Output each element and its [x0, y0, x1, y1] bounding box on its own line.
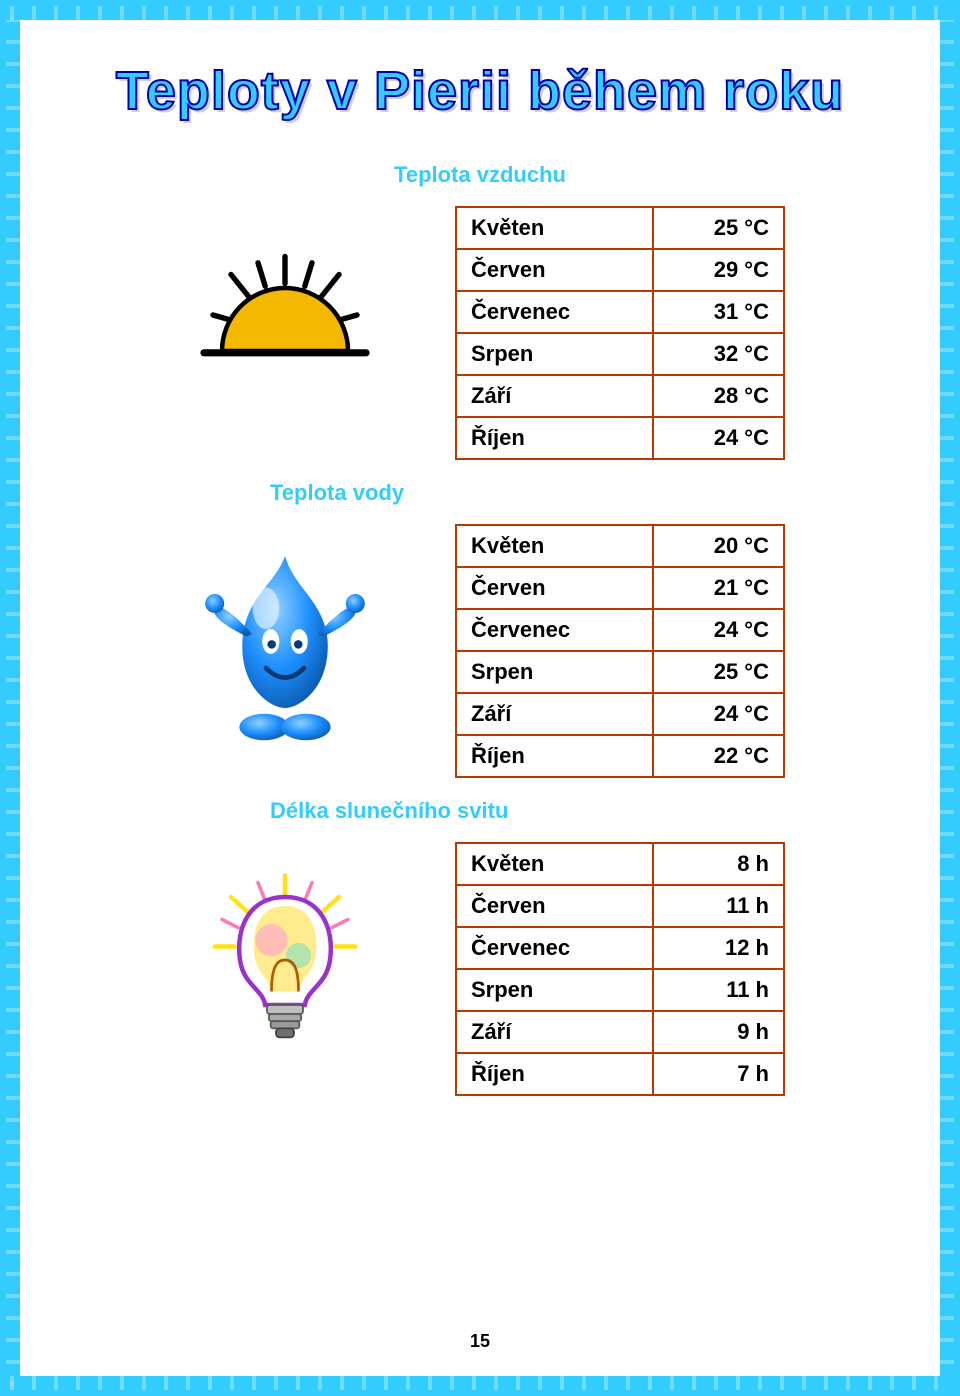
value-cell: 25 °C — [653, 207, 784, 249]
sun-section-title: Délka slunečního svitu — [270, 798, 890, 824]
month-cell: Září — [456, 375, 653, 417]
value-cell: 9 h — [653, 1011, 784, 1053]
month-cell: Květen — [456, 525, 653, 567]
water-table: Květen20 °C Červen21 °C Červenec24 °C Sr… — [455, 524, 785, 778]
month-cell: Červenec — [456, 291, 653, 333]
air-row: Květen25 °C Červen29 °C Červenec31 °C Sr… — [70, 206, 890, 460]
value-cell: 20 °C — [653, 525, 784, 567]
lightbulb-icon — [175, 864, 395, 1074]
air-table: Květen25 °C Červen29 °C Červenec31 °C Sr… — [455, 206, 785, 460]
table-row: Říjen7 h — [456, 1053, 784, 1095]
month-cell: Květen — [456, 843, 653, 885]
value-cell: 25 °C — [653, 651, 784, 693]
value-cell: 31 °C — [653, 291, 784, 333]
value-cell: 12 h — [653, 927, 784, 969]
water-section-title: Teplota vody — [270, 480, 890, 506]
air-section-title: Teplota vzduchu — [70, 162, 890, 188]
table-row: Květen25 °C — [456, 207, 784, 249]
page-title: Teploty v Pierii během roku — [70, 60, 890, 122]
value-cell: 24 °C — [653, 417, 784, 459]
table-row: Srpen25 °C — [456, 651, 784, 693]
month-cell: Září — [456, 693, 653, 735]
value-cell: 11 h — [653, 885, 784, 927]
page-number: 15 — [20, 1331, 940, 1352]
month-cell: Květen — [456, 207, 653, 249]
table-row: Září24 °C — [456, 693, 784, 735]
month-cell: Červen — [456, 885, 653, 927]
value-cell: 8 h — [653, 843, 784, 885]
page-content: Teploty v Pierii během roku Teplota vzdu… — [20, 20, 940, 1376]
value-cell: 11 h — [653, 969, 784, 1011]
table-row: Červenec31 °C — [456, 291, 784, 333]
table-row: Květen8 h — [456, 843, 784, 885]
water-row: Květen20 °C Červen21 °C Červenec24 °C Sr… — [70, 524, 890, 778]
value-cell: 7 h — [653, 1053, 784, 1095]
table-row: Srpen32 °C — [456, 333, 784, 375]
sun-icon — [175, 228, 395, 438]
month-cell: Červen — [456, 567, 653, 609]
month-cell: Červenec — [456, 927, 653, 969]
month-cell: Srpen — [456, 651, 653, 693]
value-cell: 29 °C — [653, 249, 784, 291]
value-cell: 28 °C — [653, 375, 784, 417]
table-row: Červen21 °C — [456, 567, 784, 609]
value-cell: 24 °C — [653, 609, 784, 651]
water-character-icon — [175, 546, 395, 756]
table-row: Říjen22 °C — [456, 735, 784, 777]
table-row: Říjen24 °C — [456, 417, 784, 459]
table-row: Červenec12 h — [456, 927, 784, 969]
value-cell: 32 °C — [653, 333, 784, 375]
table-row: Červen29 °C — [456, 249, 784, 291]
sun-table: Květen8 h Červen11 h Červenec12 h Srpen1… — [455, 842, 785, 1096]
value-cell: 22 °C — [653, 735, 784, 777]
value-cell: 21 °C — [653, 567, 784, 609]
month-cell: Září — [456, 1011, 653, 1053]
month-cell: Červen — [456, 249, 653, 291]
month-cell: Srpen — [456, 333, 653, 375]
value-cell: 24 °C — [653, 693, 784, 735]
sun-row: Květen8 h Červen11 h Červenec12 h Srpen1… — [70, 842, 890, 1096]
table-row: Srpen11 h — [456, 969, 784, 1011]
table-row: Červen11 h — [456, 885, 784, 927]
month-cell: Červenec — [456, 609, 653, 651]
table-row: Červenec24 °C — [456, 609, 784, 651]
month-cell: Říjen — [456, 735, 653, 777]
month-cell: Říjen — [456, 1053, 653, 1095]
month-cell: Srpen — [456, 969, 653, 1011]
month-cell: Říjen — [456, 417, 653, 459]
table-row: Září9 h — [456, 1011, 784, 1053]
table-row: Květen20 °C — [456, 525, 784, 567]
table-row: Září28 °C — [456, 375, 784, 417]
